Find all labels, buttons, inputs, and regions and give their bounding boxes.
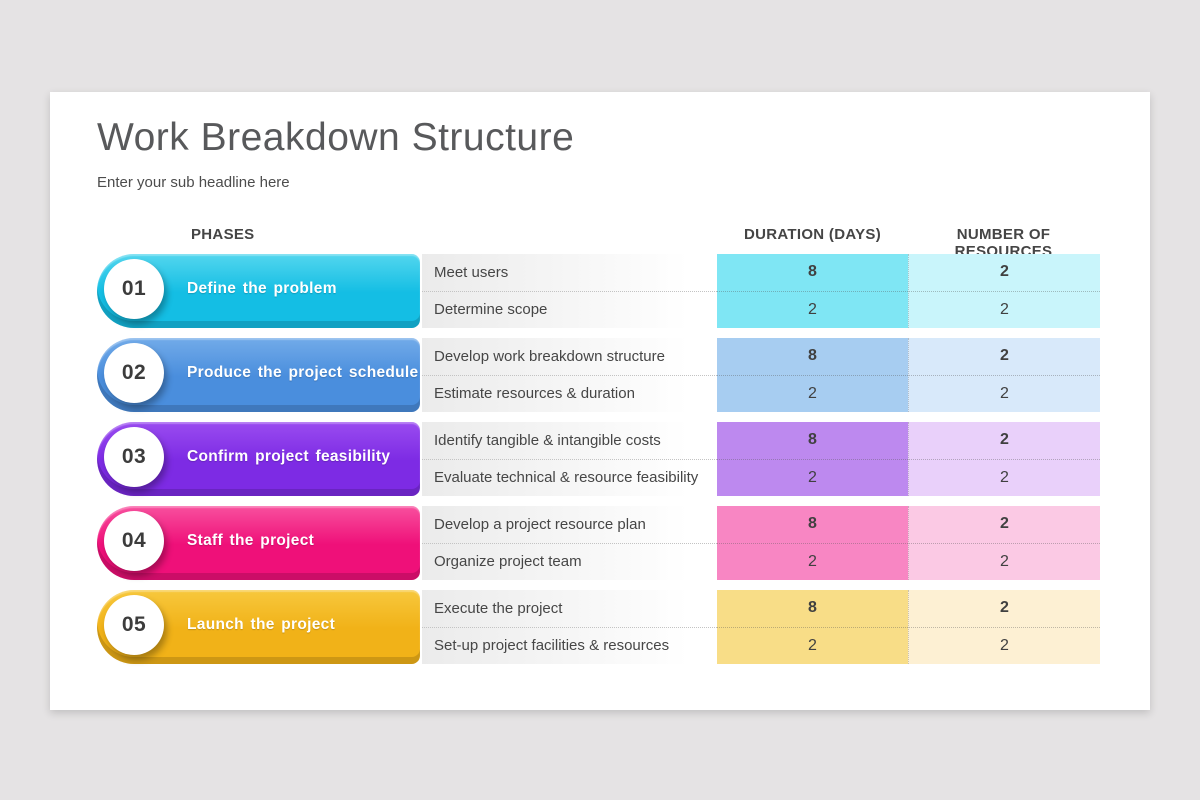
phase-number: 03 [121,445,147,468]
task-column: Meet users Determine scope [422,254,717,328]
resources-value: 2 [909,422,1100,460]
resources-cells: 2 2 [908,338,1100,412]
phase-group: 01 Define the problem Meet users Determi… [50,254,1150,328]
duration-value: 8 [717,254,908,292]
resources-value: 2 [1000,384,1009,402]
task-name: Estimate resources & duration [434,385,635,403]
duration-cells: 8 2 [717,338,908,412]
task-name: Organize project team [434,553,582,571]
phase-group: 02 Produce the project schedule Develop … [50,338,1150,412]
phase-pill: 05 Launch the project [97,590,420,664]
duration-cells: 8 2 [717,590,908,664]
phase-number: 02 [121,361,147,384]
phase-number-circle: 03 [104,427,164,487]
phase-label: Define the problem [187,279,337,297]
resources-value: 2 [1000,552,1009,570]
resources-value: 2 [1000,636,1009,654]
phase-pill: 01 Define the problem [97,254,420,328]
content-card: Work Breakdown Structure Enter your sub … [50,92,1150,710]
phase-group: 03 Confirm project feasibility Identify … [50,422,1150,496]
phase-label: Confirm project feasibility [187,447,391,465]
task-name: Develop work breakdown structure [422,338,717,376]
table-column-headers: PHASES DURATION (DAYS) NUMBER OF RESOURC… [50,226,1150,260]
duration-cells: 8 2 [717,254,908,328]
resources-cells: 2 2 [908,506,1100,580]
task-column: Develop work breakdown structure Estimat… [422,338,717,412]
resources-value: 2 [909,338,1100,376]
phase-label: Produce the project schedule [187,363,419,381]
task-column: Identify tangible & intangible costs Eva… [422,422,717,496]
duration-cells: 8 2 [717,422,908,496]
phase-number-circle: 01 [104,259,164,319]
column-header-duration: DURATION (DAYS) [743,226,881,243]
phase-number-circle: 04 [104,511,164,571]
task-name: Determine scope [434,301,548,319]
phase-groups: 01 Define the problem Meet users Determi… [50,254,1150,674]
resources-value: 2 [909,254,1100,292]
phase-number-circle: 05 [104,595,164,655]
task-name: Identify tangible & intangible costs [422,422,717,460]
phase-pill: 02 Produce the project schedule [97,338,420,412]
resources-cells: 2 2 [908,590,1100,664]
duration-value: 2 [808,300,817,318]
resources-cells: 2 2 [908,422,1100,496]
phase-number: 05 [121,613,147,636]
duration-value: 2 [808,552,817,570]
resources-value: 2 [1000,468,1009,486]
duration-value: 8 [717,422,908,460]
duration-value: 2 [808,384,817,402]
phase-label: Launch the project [187,615,336,633]
duration-value: 2 [808,468,817,486]
phase-label: Staff the project [187,531,315,549]
resources-value: 2 [1000,300,1009,318]
task-name: Meet users [422,254,717,292]
column-header-phases: PHASES [191,226,255,243]
resources-value: 2 [909,590,1100,628]
resources-cells: 2 2 [908,254,1100,328]
resources-value: 2 [909,506,1100,544]
duration-value: 8 [717,590,908,628]
task-column: Develop a project resource plan Organize… [422,506,717,580]
phase-group: 05 Launch the project Execute the projec… [50,590,1150,664]
task-name: Develop a project resource plan [422,506,717,544]
task-name: Set-up project facilities & resources [434,637,670,655]
task-name: Evaluate technical & resource feasibilit… [434,469,699,487]
duration-cells: 8 2 [717,506,908,580]
page-title: Work Breakdown Structure [97,116,575,159]
phase-number: 04 [121,529,147,552]
phase-number: 01 [121,277,147,300]
phase-group: 04 Staff the project Develop a project r… [50,506,1150,580]
duration-value: 2 [808,636,817,654]
duration-value: 8 [717,338,908,376]
phase-pill: 03 Confirm project feasibility [97,422,420,496]
phase-number-circle: 02 [104,343,164,403]
duration-value: 8 [717,506,908,544]
task-name: Execute the project [422,590,717,628]
page-subtitle: Enter your sub headline here [97,174,290,191]
phase-pill: 04 Staff the project [97,506,420,580]
task-column: Execute the project Set-up project facil… [422,590,717,664]
